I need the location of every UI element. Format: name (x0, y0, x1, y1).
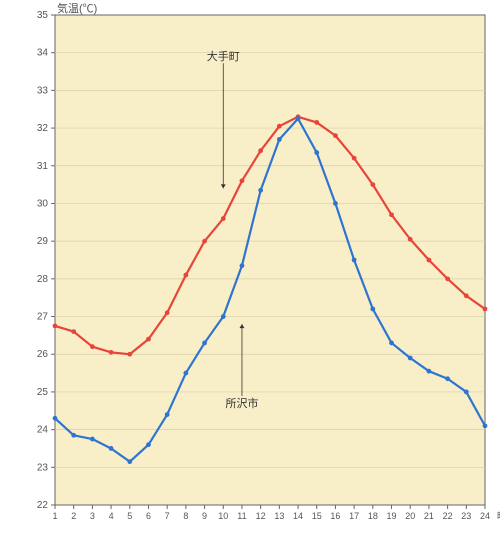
svg-text:30: 30 (37, 198, 49, 209)
svg-text:8: 8 (183, 511, 188, 521)
svg-text:31: 31 (37, 161, 49, 172)
svg-text:19: 19 (387, 511, 397, 521)
svg-text:16: 16 (330, 511, 340, 521)
svg-text:15: 15 (312, 511, 322, 521)
chart-container: 2223242526272829303132333435気温(℃)1234567… (0, 0, 500, 537)
svg-text:25: 25 (37, 387, 49, 398)
svg-text:3: 3 (90, 511, 95, 521)
svg-text:2: 2 (71, 511, 76, 521)
svg-text:23: 23 (461, 511, 471, 521)
svg-text:20: 20 (405, 511, 415, 521)
svg-text:26: 26 (37, 349, 49, 360)
svg-text:28: 28 (37, 274, 49, 285)
svg-text:11: 11 (237, 511, 246, 521)
svg-text:7: 7 (165, 511, 170, 521)
svg-text:32: 32 (37, 123, 49, 134)
svg-text:17: 17 (349, 511, 359, 521)
series-label-大手町: 大手町 (207, 49, 240, 63)
svg-text:35: 35 (37, 10, 49, 21)
svg-text:23: 23 (37, 462, 49, 473)
svg-text:14: 14 (293, 511, 303, 521)
svg-text:29: 29 (37, 236, 49, 247)
svg-text:気温(℃): 気温(℃) (57, 1, 97, 15)
svg-text:10: 10 (218, 511, 228, 521)
svg-text:21: 21 (424, 511, 434, 521)
svg-text:18: 18 (368, 511, 378, 521)
svg-text:22: 22 (37, 500, 49, 511)
svg-text:4: 4 (109, 511, 114, 521)
svg-text:6: 6 (146, 511, 151, 521)
svg-text:27: 27 (37, 312, 49, 323)
svg-text:22: 22 (443, 511, 453, 521)
svg-text:24: 24 (37, 425, 49, 436)
svg-text:33: 33 (37, 85, 49, 96)
series-label-所沢市: 所沢市 (225, 396, 258, 410)
svg-text:5: 5 (127, 511, 132, 521)
svg-text:13: 13 (274, 511, 284, 521)
svg-text:34: 34 (37, 48, 49, 59)
svg-text:12: 12 (256, 511, 266, 521)
temperature-line-chart: 2223242526272829303132333435気温(℃)1234567… (0, 0, 500, 537)
svg-text:1: 1 (52, 511, 57, 521)
svg-text:9: 9 (202, 511, 207, 521)
svg-text:24: 24 (480, 511, 490, 521)
